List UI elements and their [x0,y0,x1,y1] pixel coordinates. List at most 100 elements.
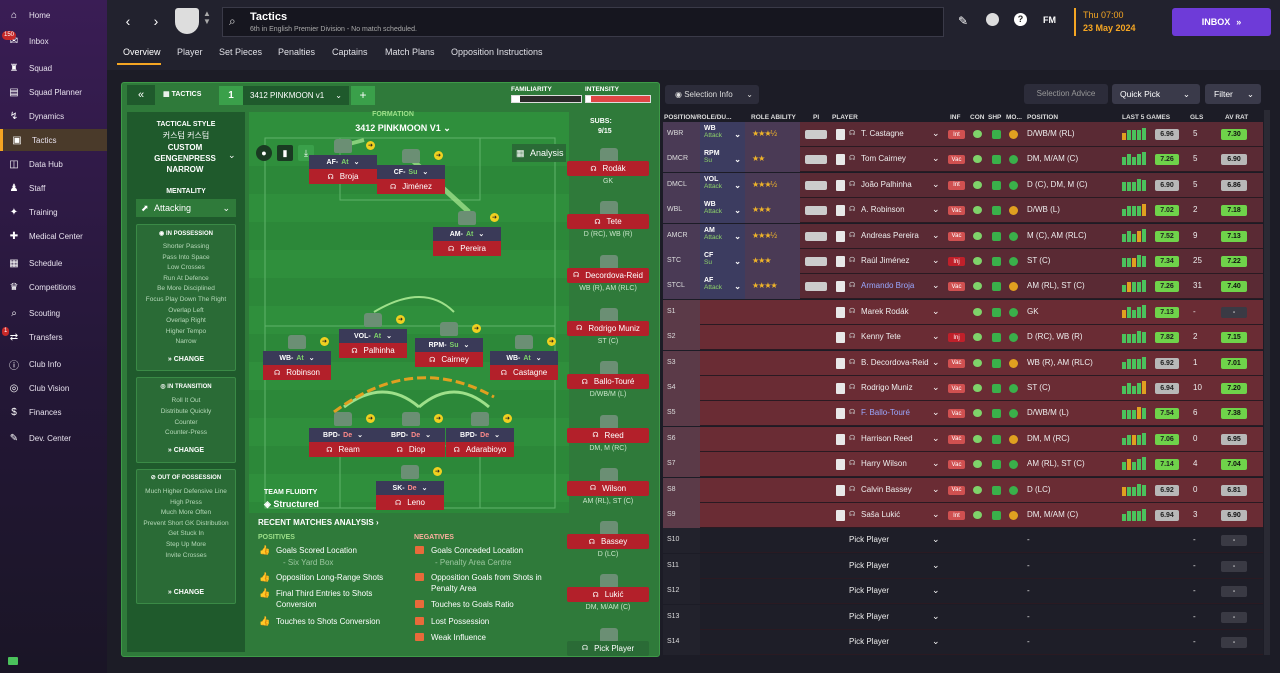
pitch-player-broja[interactable]: AF - At ⌄ ☊ Broja [309,155,377,189]
player-name[interactable]: T. Castagne [861,129,904,138]
player-name[interactable]: Tom Cairney [861,154,906,164]
sidebar-item-squad-planner[interactable]: ▤ Squad Planner [0,81,107,103]
sub-player-decordova-reid[interactable]: ☊ Decordova-Reid [567,267,649,283]
player-name[interactable]: Harry Wilson [861,459,907,469]
style-chevron-icon[interactable]: ⌄ [228,150,236,160]
chevron-down-icon[interactable]: ⌄ [932,128,940,138]
help-icon[interactable]: ? [1014,13,1027,26]
sub-player-rodrigo-muniz[interactable]: ☊ Rodrigo Muniz [567,320,649,336]
role-selector[interactable]: AM Attack ⌄ [700,223,745,249]
player-name[interactable]: Rodrigo Muniz [861,383,913,392]
chevron-down-icon[interactable]: ⌄ [932,356,940,367]
player-name[interactable]: Pick Player [849,586,890,596]
role-selector[interactable]: RPM Su ⌄ [700,147,745,173]
table-row[interactable] [663,579,1263,605]
player-name[interactable]: Pick Player [849,637,890,646]
tactic-slot[interactable]: 1 [219,86,243,105]
player-name[interactable]: Calvin Bassey [861,484,912,494]
player-name[interactable]: B. Decordova-Reid [861,357,929,367]
tab-overview[interactable]: Overview [123,47,161,57]
sidebar-item-medical-center[interactable]: ✚ Medical Center [0,225,107,247]
player-name[interactable]: Raúl Jiménez [861,256,910,265]
chevron-down-icon[interactable]: ⌄ [932,636,940,646]
chevron-down-icon[interactable]: ⌄ [932,153,940,164]
header-role-ability[interactable]: ROLE ABILITY [751,114,796,121]
pencil-icon[interactable]: ✎ [958,14,969,28]
club-crest-icon[interactable] [175,8,199,34]
player-name[interactable]: Andreas Pereira [861,230,919,240]
pitch-player-pereira[interactable]: AM - At ⌄ ☊ Pereira [433,227,501,261]
sidebar-item-inbox[interactable]: ✉ Inbox 150 [0,30,107,52]
sub-player-lukic[interactable]: ☊ Lukić [567,587,649,603]
sidebar-item-staff[interactable]: ♟ Staff [0,177,107,199]
sidebar-item-scouting[interactable]: ⌕ Scouting [0,302,107,324]
fm-button[interactable]: FM [1043,15,1056,25]
sidebar-item-club-info[interactable]: ⓘ Club Info [0,353,107,375]
player-name[interactable]: Pick Player [849,611,890,621]
player-view-icon[interactable]: ● [256,145,272,161]
tab-captains[interactable]: Captains [332,47,368,57]
style-name[interactable]: CUSTOM GENGENPRESS NARROW [154,143,216,174]
sidebar-item-transfers[interactable]: ⇄ Transfers 1 [0,326,107,348]
sidebar-item-squad[interactable]: ♜ Squad [0,57,107,79]
pitch-player-castagne[interactable]: WB - At ⌄ ☊ Castagne [490,351,558,385]
pitch-player-palhinha[interactable]: VOL - At ⌄ ☊ Palhinha [339,329,407,363]
chevron-down-icon[interactable]: ⌄ [932,407,940,418]
sub-player-bassey[interactable]: ☊ Bassey [567,534,649,550]
filter-button[interactable]: Filter ⌄ [1205,84,1261,104]
player-name[interactable]: Armando Broja [861,281,915,291]
chevron-down-icon[interactable]: ⌄ [932,255,940,265]
add-tactic-button[interactable]: + [351,86,375,105]
header-con[interactable]: CON [970,114,985,121]
role-selector[interactable]: WB Attack ⌄ [700,198,745,224]
header-gls[interactable]: GLS [1190,114,1204,121]
sidebar-item-training[interactable]: ✦ Training [0,201,107,223]
pitch-player-adarabioyo[interactable]: BPD - De ⌄ ☊ Adarabioyo [446,428,514,462]
table-row[interactable] [663,630,1263,655]
player-name[interactable]: Saša Lukić [861,510,901,519]
sub-player-pick-player[interactable]: ☊ Pick Player [567,640,649,656]
player-name[interactable]: Pick Player [849,535,890,545]
header-av-rat[interactable]: AV RAT [1225,114,1249,121]
player-name[interactable]: Pick Player [849,560,890,570]
analysis-button[interactable]: ▦ Analysis [512,144,566,162]
header-shp[interactable]: SHP [988,114,1002,121]
chevron-down-icon[interactable]: ⌄ [932,559,940,570]
mentality-selector[interactable]: ⬈ Attacking ⌄ [136,199,236,217]
tab-opposition-instructions[interactable]: Opposition Instructions [451,47,543,57]
player-name[interactable]: Kenny Tete [861,332,901,342]
sidebar-item-home[interactable]: ⌂ Home [0,4,107,26]
pitch-player-diop[interactable]: BPD - De ⌄ ☊ Diop [377,428,445,462]
chevron-down-icon[interactable]: ⌄ [932,382,940,392]
header-position[interactable]: POSITION [1027,114,1059,121]
player-name[interactable]: Harrison Reed [861,433,913,443]
chevron-down-icon[interactable]: ⌄ [932,534,940,545]
header-last-5-games[interactable]: LAST 5 GAMES [1122,114,1171,121]
chevron-down-icon[interactable]: ⌄ [932,483,940,494]
header-inf[interactable]: INF [950,114,961,121]
back-button[interactable]: ‹ [125,13,131,29]
role-selector[interactable]: AF Attack ⌄ [700,274,745,300]
table-row[interactable] [663,604,1263,630]
header-mo[interactable]: MO... [1006,114,1022,121]
player-name[interactable]: A. Robinson [861,205,905,215]
pitch-player-cairney[interactable]: RPM - Su ⌄ ☊ Cairney [415,338,483,372]
sidebar-item-dynamics[interactable]: ↯ Dynamics [0,105,107,127]
sub-player-rodak[interactable]: ☊ Rodák [567,161,649,176]
pitch-player-jimenez[interactable]: CF - Su ⌄ ☊ Jiménez [377,165,445,199]
tab-player[interactable]: Player [177,47,203,57]
table-scrollbar[interactable] [1264,110,1270,655]
pitch-player-ream[interactable]: BPD - De ⌄ ☊ Ream [309,428,377,462]
search-icon[interactable]: ⌕ [229,14,236,28]
pitch-player-robinson[interactable]: WB - At ⌄ ☊ Robinson [263,351,331,385]
sub-player-reed[interactable]: ☊ Reed [567,427,649,443]
selection-advice-button[interactable]: Selection Advice [1024,84,1108,104]
chevron-down-icon[interactable]: ⌄ [932,585,940,596]
header-position-role-du[interactable]: POSITION/ROLE/DU... [664,114,732,121]
out-possession-change-button[interactable]: » CHANGE [167,589,205,596]
player-name[interactable]: João Palhinha [861,179,912,189]
selection-info-button[interactable]: ◉ Selection Info ⌄ [665,85,759,104]
sub-player-ballo-toure[interactable]: ☊ Ballo-Touré [567,374,649,390]
in-transition-change-button[interactable]: » CHANGE [167,447,205,454]
chevron-down-icon[interactable]: ⌄ [932,509,940,519]
